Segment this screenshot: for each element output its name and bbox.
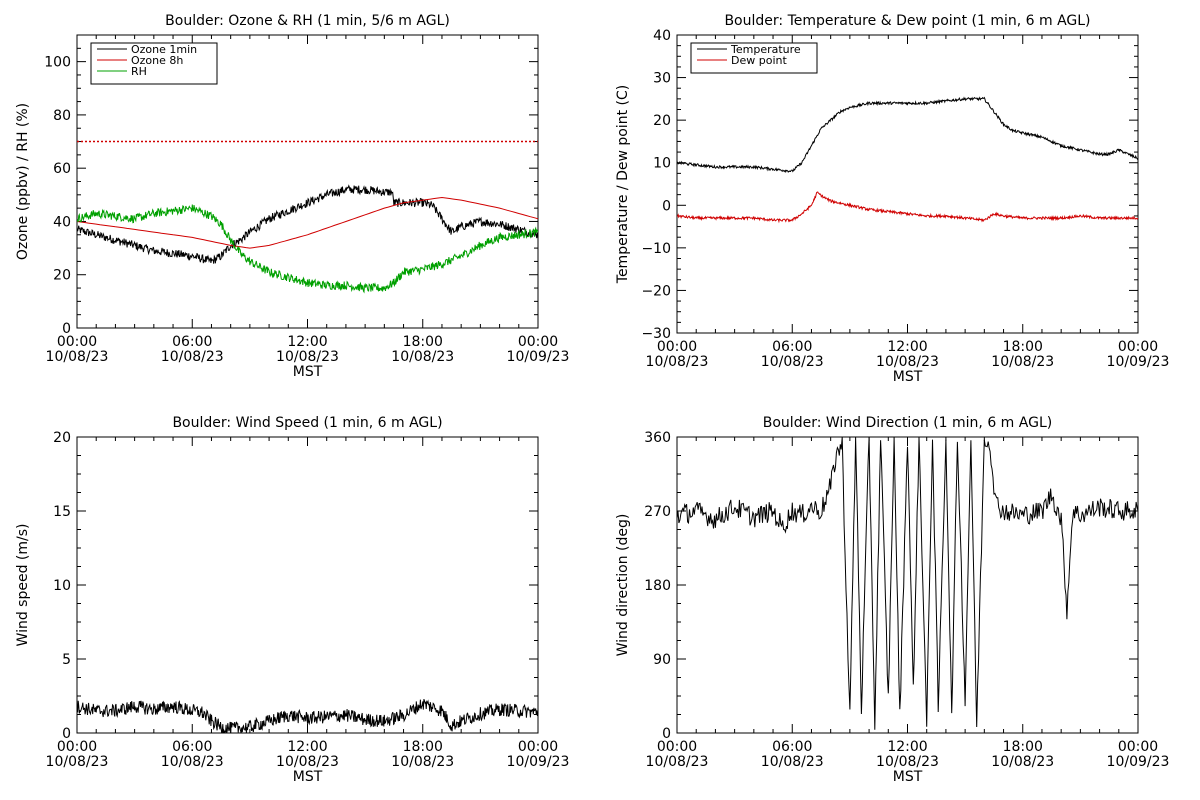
- y-axis-label: Ozone (ppbv) / RH (%): [15, 103, 31, 260]
- temperature-dewpoint-panel: Boulder: Temperature & Dew point (1 min,…: [615, 13, 1169, 385]
- series-line-wdir: [677, 437, 1138, 730]
- chart-title: Boulder: Wind Direction (1 min, 6 m AGL): [763, 415, 1052, 431]
- y-tick-label: 20: [53, 430, 71, 446]
- x-tick-label-time: 00:00: [657, 339, 697, 355]
- x-tick-label-time: 00:00: [657, 739, 697, 755]
- x-tick-label-date: 10/08/23: [161, 349, 224, 365]
- x-tick-label-date: 10/08/23: [646, 754, 709, 770]
- x-tick-label-time: 06:00: [172, 739, 212, 755]
- x-axis-label: MST: [893, 769, 923, 785]
- x-tick-label-date: 10/09/23: [1107, 354, 1170, 370]
- series-line-ozone-8h: [77, 196, 538, 249]
- series-line-rh: [77, 204, 538, 294]
- x-tick-label-date: 10/08/23: [276, 754, 339, 770]
- y-tick-label: 90: [653, 652, 671, 668]
- y-tick-label: 100: [44, 55, 71, 71]
- y-tick-label: 10: [53, 578, 71, 594]
- x-tick-label-time: 18:00: [403, 739, 443, 755]
- x-tick-label-date: 10/08/23: [761, 354, 824, 370]
- x-tick-label-date: 10/08/23: [276, 349, 339, 365]
- x-tick-label-date: 10/09/23: [1107, 754, 1170, 770]
- x-tick-label-date: 10/08/23: [876, 754, 939, 770]
- x-tick-label-date: 10/08/23: [161, 754, 224, 770]
- x-axis-label: MST: [293, 364, 323, 380]
- x-tick-label-time: 00:00: [518, 739, 558, 755]
- y-tick-label: 5: [62, 652, 71, 668]
- x-tick-label-time: 00:00: [518, 334, 558, 350]
- y-tick-label: 40: [53, 214, 71, 230]
- legend-label: Temperature: [730, 43, 801, 56]
- legend-label: Dew point: [731, 54, 787, 67]
- y-axis-label: Wind speed (m/s): [15, 524, 31, 647]
- y-tick-label: 270: [644, 504, 671, 520]
- y-tick-label: 360: [644, 430, 671, 446]
- legend-label: Ozone 8h: [131, 54, 183, 67]
- y-tick-label: 0: [662, 198, 671, 214]
- series-line-wind: [77, 699, 538, 733]
- x-tick-label-time: 06:00: [772, 739, 812, 755]
- y-axis-label: Wind direction (deg): [615, 514, 631, 657]
- y-tick-label: 80: [53, 108, 71, 124]
- legend-label: Ozone 1min: [131, 43, 197, 56]
- legend-box: [690, 42, 818, 74]
- x-tick-label-time: 06:00: [172, 334, 212, 350]
- x-tick-label-time: 18:00: [1003, 339, 1043, 355]
- series-line-dew-point: [677, 191, 1138, 224]
- x-tick-label-time: 00:00: [1118, 339, 1158, 355]
- x-tick-label-date: 10/08/23: [761, 754, 824, 770]
- y-tick-label: 15: [53, 504, 71, 520]
- x-tick-label-time: 06:00: [772, 339, 812, 355]
- x-tick-label-date: 10/08/23: [391, 349, 454, 365]
- x-tick-label-time: 18:00: [403, 334, 443, 350]
- y-tick-label: 180: [644, 578, 671, 594]
- x-tick-label-time: 12:00: [887, 739, 927, 755]
- x-tick-label-time: 00:00: [57, 334, 97, 350]
- chart-title: Boulder: Temperature & Dew point (1 min,…: [724, 13, 1090, 29]
- y-tick-label: 0: [62, 726, 71, 742]
- y-tick-label: 20: [53, 268, 71, 284]
- y-tick-label: 20: [653, 113, 671, 129]
- wind-direction-panel: Boulder: Wind Direction (1 min, 6 m AGL)…: [615, 415, 1169, 785]
- y-tick-label: −20: [641, 283, 671, 299]
- wind-speed-panel: Boulder: Wind Speed (1 min, 6 m AGL) 00:0…: [15, 415, 569, 785]
- x-tick-label-date: 10/08/23: [646, 354, 709, 370]
- x-tick-label-time: 12:00: [287, 334, 327, 350]
- y-tick-label: 0: [62, 321, 71, 337]
- y-tick-label: 40: [653, 28, 671, 44]
- x-tick-label-time: 00:00: [57, 739, 97, 755]
- x-tick-label-date: 10/09/23: [507, 754, 570, 770]
- plot-frame: [676, 34, 1139, 334]
- x-tick-label-time: 12:00: [287, 739, 327, 755]
- plot-frame: [76, 436, 539, 734]
- x-tick-label-date: 10/08/23: [391, 754, 454, 770]
- x-axis-label: MST: [293, 769, 323, 785]
- x-tick-label-date: 10/08/23: [46, 754, 109, 770]
- y-tick-label: 10: [653, 156, 671, 172]
- series-line-ozone-1min: [77, 184, 538, 264]
- y-tick-label: 60: [53, 161, 71, 177]
- x-tick-label-time: 00:00: [1118, 739, 1158, 755]
- y-tick-label: −10: [641, 241, 671, 257]
- x-tick-label-date: 10/08/23: [991, 754, 1054, 770]
- chart-title: Boulder: Wind Speed (1 min, 6 m AGL): [172, 415, 442, 431]
- x-tick-label-time: 12:00: [887, 339, 927, 355]
- y-axis-label: Temperature / Dew point (C): [615, 85, 631, 284]
- x-axis-label: MST: [893, 369, 923, 385]
- x-tick-label-date: 10/08/23: [876, 354, 939, 370]
- chart-title: Boulder: Ozone & RH (1 min, 5/6 m AGL): [165, 13, 450, 29]
- ozone-rh-panel: Boulder: Ozone & RH (1 min, 5/6 m AGL)00…: [15, 13, 569, 380]
- x-tick-label-date: 10/08/23: [46, 349, 109, 365]
- x-tick-label-date: 10/08/23: [991, 354, 1054, 370]
- series-line-temperature: [677, 96, 1138, 174]
- y-tick-label: 0: [662, 726, 671, 742]
- legend-label: RH: [131, 65, 147, 78]
- legend-box: [90, 42, 218, 85]
- x-tick-label-time: 18:00: [1003, 739, 1043, 755]
- y-tick-label: −30: [641, 326, 671, 342]
- x-tick-label-date: 10/09/23: [507, 349, 570, 365]
- y-tick-label: 30: [653, 71, 671, 87]
